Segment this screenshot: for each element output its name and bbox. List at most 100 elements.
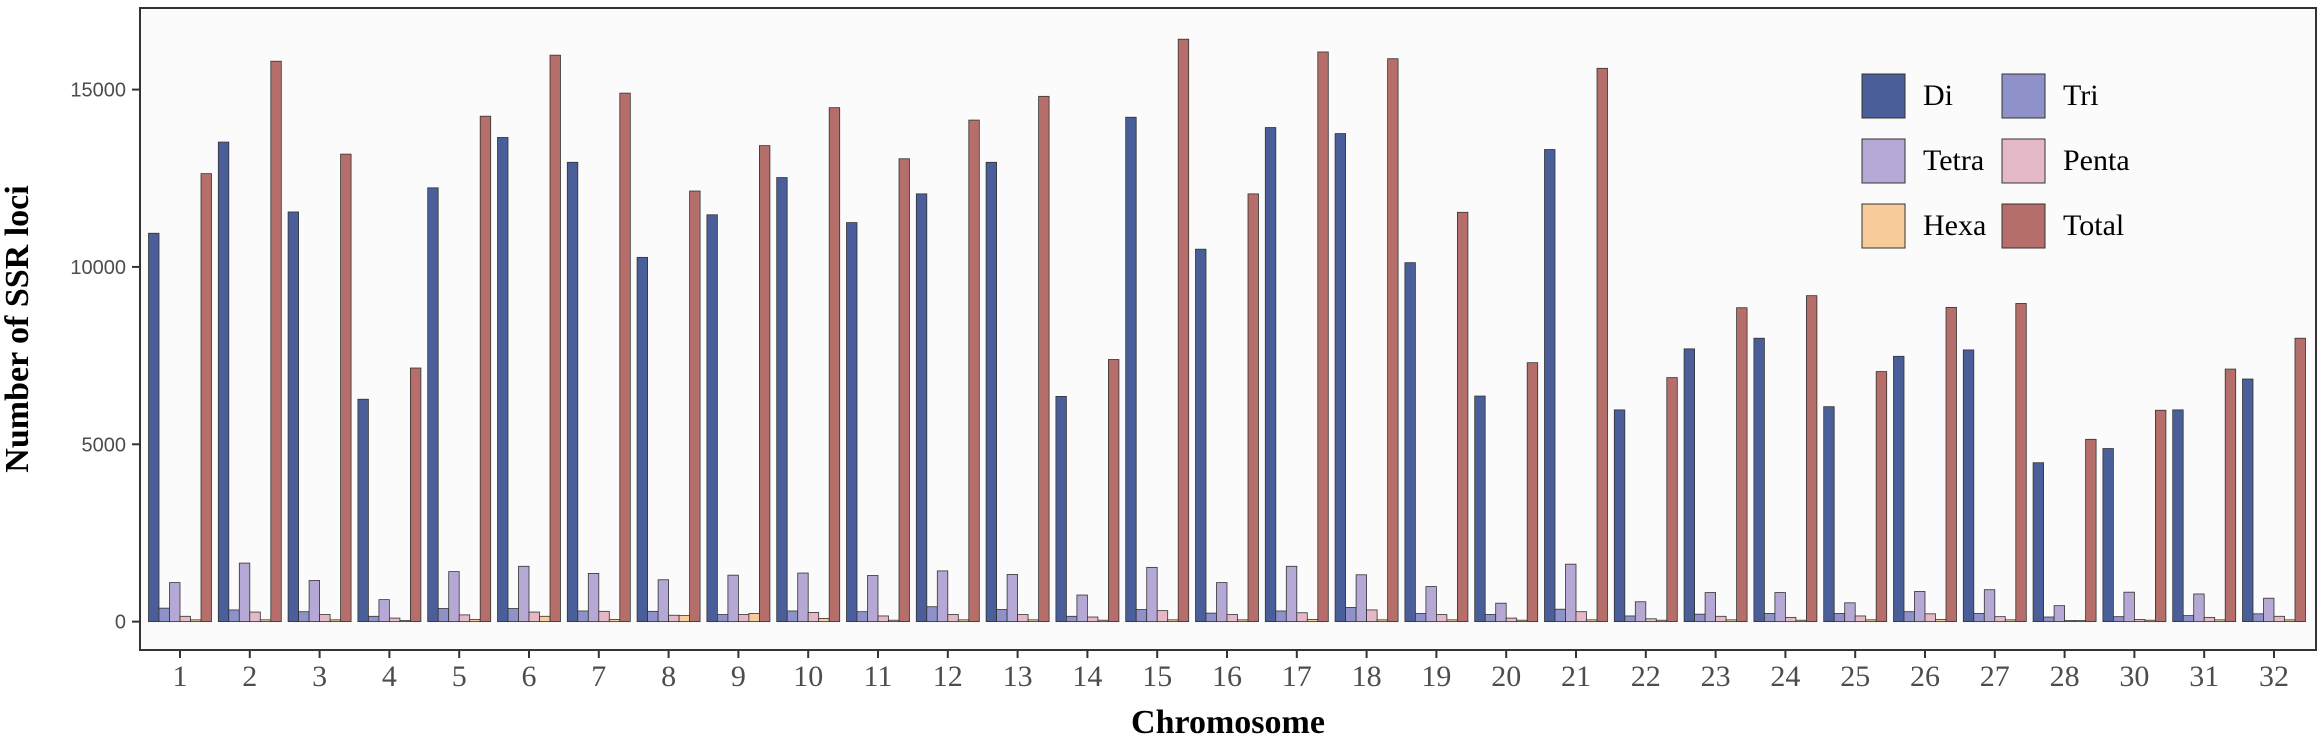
bar-total-chr-12 <box>968 119 980 623</box>
bar-total-chr-21 <box>1596 67 1608 623</box>
bar-di-chr-23 <box>1683 348 1695 623</box>
bar-hexa-chr-22 <box>1655 619 1668 623</box>
bar-hexa-chr-15 <box>1167 619 1179 623</box>
bar-di-chr-7 <box>566 161 579 623</box>
bar-penta-chr-25 <box>1854 615 1867 623</box>
bar-tri-chr-20 <box>1484 614 1497 623</box>
bar-total-chr-28 <box>2085 438 2097 623</box>
bar-total-chr-32 <box>2294 337 2306 623</box>
legend-swatch-total <box>2001 203 2046 249</box>
bar-penta-chr-6 <box>528 611 540 623</box>
bar-hexa-chr-30 <box>2144 619 2156 623</box>
x-axis: 1 2 3 4 5 6 7 8 9 10 11 12 13 14 15 16 17 18 19 20 21 22 23 24 2… <box>173 650 2289 693</box>
bar-di-chr-15 <box>1125 116 1137 623</box>
bar-total-chr-17 <box>1317 51 1329 623</box>
bar-tetra-chr-31 <box>2193 593 2205 623</box>
bar-penta-chr-32 <box>2273 615 2285 623</box>
bar-di-chr-13 <box>985 161 997 623</box>
bar-tetra-chr-8 <box>657 579 669 623</box>
bar-hexa-chr-31 <box>2214 619 2226 623</box>
bar-penta-chr-22 <box>1645 618 1657 623</box>
bar-penta-chr-1 <box>179 615 191 623</box>
bar-tri-chr-9 <box>717 614 729 623</box>
bar-di-chr-31 <box>2172 409 2184 623</box>
bar-hexa-chr-9 <box>748 613 760 623</box>
bar-hexa-chr-28 <box>2074 620 2087 623</box>
bar-tri-chr-12 <box>926 606 938 623</box>
bar-penta-chr-5 <box>458 614 471 623</box>
bar-di-chr-18 <box>1334 133 1346 623</box>
bar-penta-chr-26 <box>1924 613 1936 623</box>
bar-tetra-chr-22 <box>1634 601 1647 623</box>
bar-total-chr-8 <box>689 190 701 623</box>
bar-tri-chr-18 <box>1345 607 1357 623</box>
bar-di-chr-26 <box>1893 355 1905 623</box>
bar-total-chr-27 <box>2015 303 2027 623</box>
bar-penta-chr-20 <box>1505 617 1518 623</box>
bar-tri-chr-1 <box>158 607 170 623</box>
bar-hexa-chr-24 <box>1795 619 1807 623</box>
x-tick-label: 26 <box>1910 660 1940 693</box>
bar-hexa-chr-12 <box>957 619 970 623</box>
bar-tri-chr-32 <box>2252 613 2264 623</box>
bar-tri-chr-17 <box>1275 610 1287 623</box>
legend-label-penta: Penta <box>2063 144 2130 177</box>
bar-penta-chr-14 <box>1087 616 1099 623</box>
bar-penta-chr-3 <box>319 614 331 623</box>
bar-hexa-chr-32 <box>2284 619 2296 623</box>
bar-total-chr-26 <box>1945 306 1957 623</box>
bar-hexa-chr-19 <box>1446 619 1458 623</box>
x-tick-label: 17 <box>1282 660 1312 693</box>
bar-total-chr-2 <box>270 60 282 623</box>
bar-tetra-chr-28 <box>2053 605 2066 623</box>
bar-hexa-chr-25 <box>1865 619 1877 623</box>
bar-tri-chr-6 <box>507 608 519 623</box>
bar-di-chr-28 <box>2032 462 2044 623</box>
bar-penta-chr-28 <box>2064 620 2076 623</box>
legend-label-total: Total <box>2063 209 2124 242</box>
bar-hexa-chr-17 <box>1306 619 1319 623</box>
bar-hexa-chr-23 <box>1725 619 1737 623</box>
bar-hexa-chr-16 <box>1237 619 1249 623</box>
bar-tetra-chr-21 <box>1565 563 1577 623</box>
bar-tri-chr-16 <box>1205 612 1217 623</box>
bar-tetra-chr-23 <box>1704 592 1716 623</box>
x-tick-label: 2 <box>242 660 257 693</box>
x-tick-label: 5 <box>452 660 467 693</box>
bar-tetra-chr-18 <box>1355 574 1367 623</box>
bar-hexa-chr-5 <box>469 619 481 623</box>
bar-total-chr-5 <box>479 115 492 623</box>
x-tick-label: 20 <box>1491 660 1521 693</box>
bar-hexa-chr-6 <box>539 615 551 623</box>
x-tick-label: 12 <box>933 660 963 693</box>
bar-tetra-chr-6 <box>518 565 530 623</box>
bar-total-chr-10 <box>828 107 841 623</box>
bar-tri-chr-3 <box>298 611 310 623</box>
bar-tri-chr-25 <box>1833 613 1846 623</box>
bar-hexa-chr-14 <box>1097 619 1109 623</box>
bar-penta-chr-16 <box>1226 614 1238 623</box>
x-tick-label: 1 <box>173 660 188 693</box>
x-tick-label: 28 <box>2050 660 2080 693</box>
bar-tetra-chr-27 <box>1983 589 1996 623</box>
bar-tri-chr-7 <box>577 610 589 623</box>
bar-tri-chr-14 <box>1066 615 1078 623</box>
bar-penta-chr-18 <box>1366 609 1378 623</box>
bar-tri-chr-19 <box>1415 613 1427 623</box>
bar-penta-chr-12 <box>947 614 959 623</box>
y-tick-label: 15000 <box>70 80 126 102</box>
bar-penta-chr-9 <box>738 614 750 623</box>
bar-tri-chr-21 <box>1554 608 1566 623</box>
bar-penta-chr-15 <box>1156 610 1169 623</box>
x-tick-label: 7 <box>591 660 606 693</box>
bar-di-chr-10 <box>776 177 788 623</box>
bar-hexa-chr-2 <box>259 619 272 623</box>
legend-swatch-hexa <box>1861 203 1906 249</box>
x-tick-label: 4 <box>382 660 397 693</box>
y-tick-label: 10000 <box>70 257 126 279</box>
bar-tri-chr-22 <box>1624 615 1636 623</box>
bar-total-chr-24 <box>1806 295 1818 623</box>
bar-hexa-chr-10 <box>818 618 830 623</box>
